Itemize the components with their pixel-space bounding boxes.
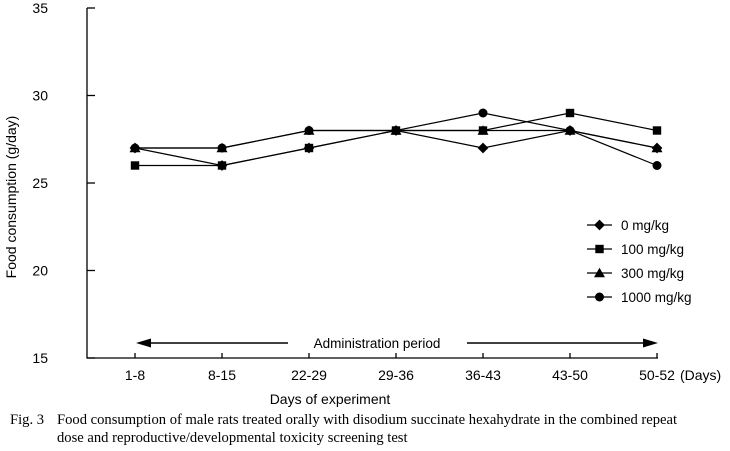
x-tick-label: 8-15 [208,367,236,383]
series-1000-mg-kg [130,108,662,170]
figure-caption: Fig. 3 Food consumption of male rats tre… [10,411,722,447]
legend-item-0-mg-kg: 0 mg/kg [587,218,669,233]
legend-label: 0 mg/kg [621,218,669,233]
legend-label: 1000 mg/kg [621,290,692,305]
legend-item-100-mg-kg: 100 mg/kg [587,242,684,257]
tick-marks [87,7,658,359]
caption-line-2: dose and reproductive/developmental toxi… [57,430,408,446]
legend-label: 300 mg/kg [621,266,684,281]
left-arrowhead-icon [136,338,151,348]
y-tick-label: 15 [32,350,48,366]
y-tick-label: 35 [32,0,48,16]
y-tick-label: 30 [32,88,48,104]
right-arrowhead-icon [643,338,658,348]
x-tick-label: 36-43 [465,367,501,383]
figure-caption-text: Food consumption of male rats treated or… [57,411,722,447]
administration-period-annotation: Administration period [136,336,658,351]
series-100-mg-kg [130,108,662,170]
x-tick-label: 43-50 [552,367,588,383]
administration-period-label: Administration period [314,336,441,351]
x-tick-label: 29-36 [378,367,414,383]
y-tick-label: 25 [32,175,48,191]
x-axis-title: Days of experiment [270,391,391,407]
axes [86,8,658,359]
y-tick-label: 20 [32,263,48,279]
x-tick-label: 50-52 [639,367,675,383]
x-tick-label: 1-8 [125,367,145,383]
series-line [135,112,658,167]
series-line [135,112,658,167]
legend: 0 mg/kg 100 mg/kg 300 mg/kg 1000 mg/kg [587,218,692,305]
tick-labels: 15 20 25 30 35 1-8 8-15 22-29 29-36 36-43 43-50 50-… [32,0,721,383]
y-axis-title: Food consumption (g/day) [3,116,19,279]
chart-svg: 15 20 25 30 35 1-8 8-15 22-29 29-36 36-43 43-50 50-… [3,0,721,407]
caption-line-1: Food consumption of male rats treated or… [57,412,678,428]
legend-item-1000-mg-kg: 1000 mg/kg [587,290,692,305]
figure-caption-label: Fig. 3 [10,412,45,428]
x-axis-unit: (Days) [680,367,721,383]
legend-label: 100 mg/kg [621,242,684,257]
x-tick-label: 22-29 [291,367,327,383]
legend-item-300-mg-kg: 300 mg/kg [587,266,684,281]
